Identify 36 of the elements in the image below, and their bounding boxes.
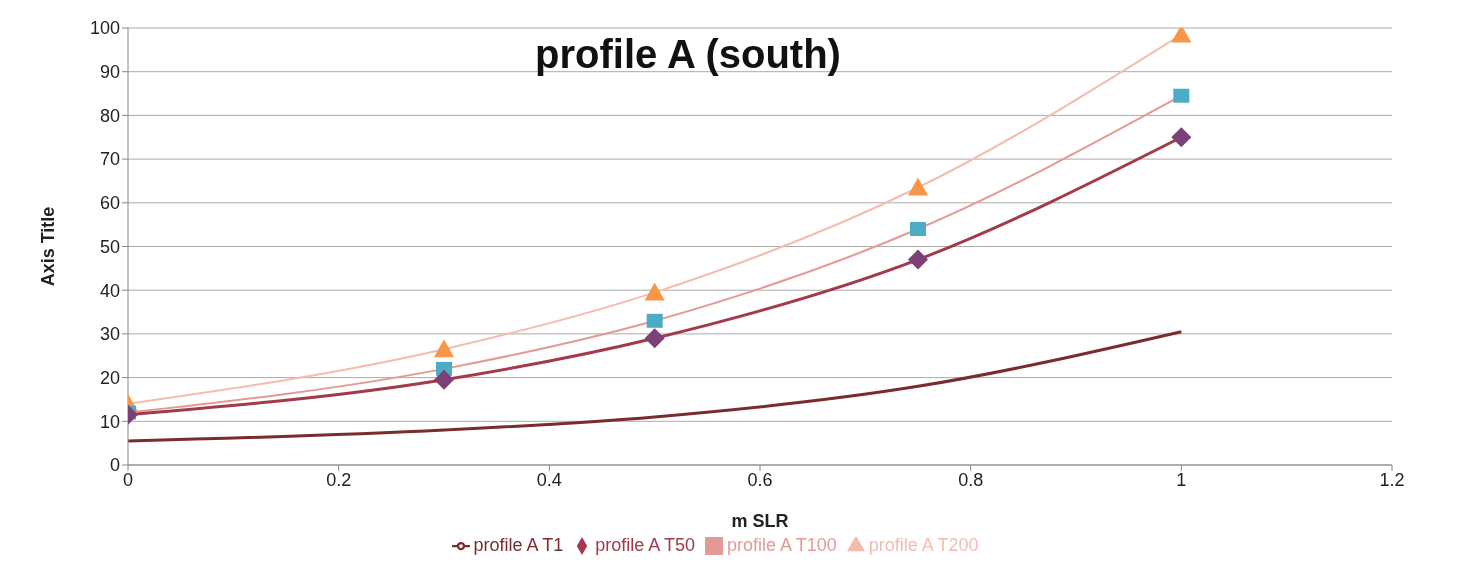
x-tick-label: 1 — [1176, 469, 1187, 490]
point — [910, 222, 926, 237]
y-tick-label: 20 — [99, 367, 120, 388]
point — [646, 313, 663, 328]
y-tick-label: 80 — [99, 105, 120, 126]
x-tick-label: 0 — [122, 469, 134, 490]
x-tick-label: 0.2 — [326, 469, 352, 490]
x-tick-label: 1.2 — [1379, 469, 1405, 490]
point — [908, 249, 928, 270]
y-tick-label: 100 — [89, 18, 120, 39]
y-tick-label: 10 — [99, 411, 120, 432]
legend-label: profile A T50 — [595, 535, 695, 555]
x-tick-label: 0.8 — [958, 469, 984, 490]
y-tick-label: 90 — [99, 62, 120, 83]
y-tick-label: 50 — [99, 236, 120, 257]
legend-label: profile A T200 — [868, 535, 979, 555]
line-series — [128, 330, 1183, 443]
y-tick-label: 70 — [99, 149, 120, 170]
point — [1173, 88, 1190, 103]
legend-label: profile A T1 — [473, 535, 564, 555]
point — [1171, 127, 1192, 148]
y-tick-label: 60 — [99, 193, 120, 214]
x-axis-title: m SLR — [731, 511, 789, 531]
point — [644, 282, 665, 301]
point — [908, 177, 928, 196]
x-tick-label: 0.4 — [536, 469, 562, 490]
point — [644, 328, 665, 349]
y-tick-label: 40 — [99, 280, 120, 301]
legend-label: profile A T100 — [726, 535, 837, 555]
x-tick-label: 0.6 — [747, 469, 773, 490]
point — [434, 339, 454, 358]
y-axis-title: Axis Title — [38, 206, 59, 287]
point — [434, 369, 454, 390]
y-tick-label: 30 — [99, 324, 120, 345]
y-tick-label: 0 — [109, 455, 120, 476]
chart-title: profile A (south) — [534, 32, 842, 77]
